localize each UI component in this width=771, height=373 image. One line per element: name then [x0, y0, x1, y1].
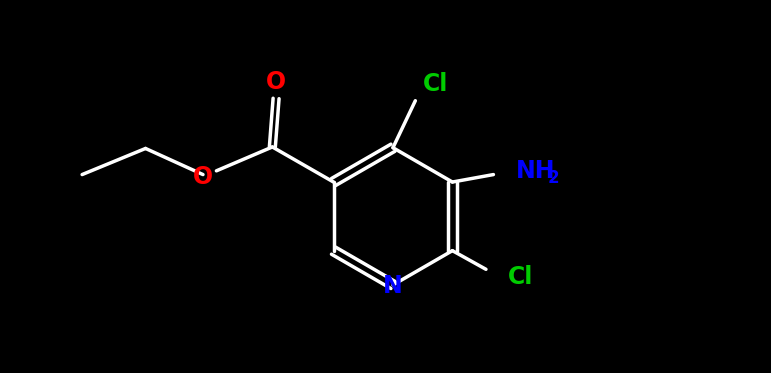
Text: 2: 2 [547, 169, 559, 187]
Text: O: O [266, 70, 286, 94]
Text: N: N [383, 275, 402, 298]
Text: Cl: Cl [508, 265, 534, 289]
Text: Cl: Cl [423, 72, 448, 96]
Text: O: O [193, 165, 213, 189]
Text: NH: NH [516, 159, 555, 183]
